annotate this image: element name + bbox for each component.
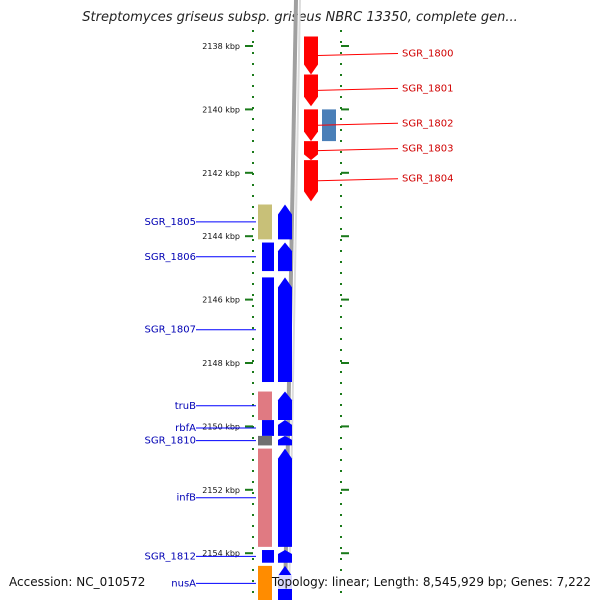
gene-block xyxy=(258,391,272,421)
gene-label: SGR_1806 xyxy=(145,252,197,263)
gene-label-line xyxy=(317,53,399,57)
axis-tick-label: 2138 kbp xyxy=(202,42,240,51)
gene-arrow xyxy=(278,391,292,421)
gene-label: SGR_1800 xyxy=(402,49,454,60)
gene-arrow xyxy=(278,204,292,240)
gene-label: SGR_1810 xyxy=(145,436,197,447)
gene-label: SGR_1807 xyxy=(145,325,197,336)
gene-label-line xyxy=(317,87,399,91)
gene-label: SGR_1804 xyxy=(402,174,454,185)
gene-block xyxy=(258,204,272,240)
gene-arrow xyxy=(304,160,318,202)
gene-arrow xyxy=(278,435,292,446)
gene-label-line xyxy=(317,178,399,182)
gene-label: rbfA xyxy=(175,423,196,434)
gene-block xyxy=(258,435,272,446)
axis-tick-label: 2146 kbp xyxy=(202,296,240,305)
gene-arrow xyxy=(304,109,318,142)
axis-tick-label: 2150 kbp xyxy=(202,422,240,431)
strand-dotted-lines xyxy=(252,30,342,600)
gene-block xyxy=(258,565,272,600)
axis-tick-label: 2142 kbp xyxy=(202,169,240,178)
accession-label: Accession: NC_010572 xyxy=(9,575,146,589)
gene-label: nusA xyxy=(171,578,196,589)
gene-label: SGR_1805 xyxy=(145,217,197,228)
gene-block xyxy=(262,242,274,272)
gene-arrow xyxy=(278,550,292,563)
gene-arrow xyxy=(278,277,292,383)
gene-label: infB xyxy=(177,493,197,504)
gene-block xyxy=(262,550,274,563)
axis-ticks: 2138 kbp 2140 kbp 2142 kbp 2144 kbp 2146 kbp… xyxy=(202,42,349,558)
gene-label: SGR_1812 xyxy=(145,551,197,562)
gene-labels[interactable]: SGR_1800 SGR_1801 SGR_1802 SGR_1803 SGR_1804… xyxy=(145,49,454,590)
gene-arrow xyxy=(304,74,318,107)
gene-label: truB xyxy=(175,401,196,412)
gene-features[interactable] xyxy=(258,36,336,600)
axis-tick-label: 2148 kbp xyxy=(202,359,240,368)
gene-arrow xyxy=(278,448,292,547)
gene-block xyxy=(262,277,274,383)
axis-tick-label: 2140 kbp xyxy=(202,105,240,114)
gene-arrow xyxy=(304,36,318,75)
gene-arrow xyxy=(304,141,318,161)
gene-label: SGR_1803 xyxy=(402,144,454,155)
gene-arrow xyxy=(278,420,292,436)
gene-label-line xyxy=(317,122,399,126)
gene-arrow xyxy=(278,242,292,272)
axis-tick-label: 2144 kbp xyxy=(202,232,240,241)
topology-info: Topology: linear; Length: 8,545,929 bp; … xyxy=(271,575,591,589)
gene-label: SGR_1802 xyxy=(402,118,454,129)
axis-tick-label: 2152 kbp xyxy=(202,486,240,495)
gene-block xyxy=(258,448,272,547)
axis-tick-label: 2154 kbp xyxy=(202,549,240,558)
gene-label: SGR_1801 xyxy=(402,83,454,94)
gene-block xyxy=(262,420,274,436)
gene-label-line xyxy=(317,148,399,152)
